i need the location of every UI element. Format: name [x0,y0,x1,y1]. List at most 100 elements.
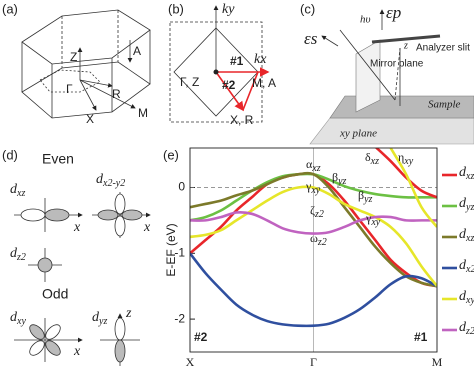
analyzer-slit [371,34,441,44]
annotation-subscript: yz [363,194,372,205]
axis-label: kx [254,52,267,67]
band-annotation: ωz2 [310,231,327,249]
photon-beam [339,29,396,101]
legend-label: dz2 [459,320,474,337]
annotation-subscript: xz [311,163,320,174]
legend-label: dyz [459,196,474,213]
eps-s-arrow [321,35,339,47]
panel-label: (b) [168,1,184,16]
panel-label: (d) [2,147,18,162]
point-label: A [133,44,141,58]
legend-label: dx2-y2 [459,258,474,275]
point-label: X [86,112,94,126]
axis-label: z [125,306,132,321]
panel-label: (c) [300,1,315,16]
panel-d: (d) Even Odd dxz x dx2-y2 x dz2 dxy x dy… [2,147,151,366]
orbital-label: dz2 [10,246,26,263]
eps-p-label: εp [386,3,401,22]
legend-label: dxz-dyz [459,227,474,244]
panel-label: (a) [2,1,18,16]
cut-label: #2 [222,78,236,92]
annotation-subscript: xy [310,185,320,196]
mirror-label: Mirror plane [370,59,424,70]
annotation-symbol: γ [305,179,312,193]
band-annotation: γxy [305,179,321,197]
annotation-symbol: ζ [310,203,315,217]
band-annotation: ζz2 [310,203,324,221]
axis-label: x [73,220,81,235]
annotation-subscript: xy [403,156,413,167]
xy-label: xy plane [339,128,377,140]
y-tick-label: -1 [174,245,185,259]
orbital-label: dyz [92,310,107,327]
legend-label: dxy [459,289,474,306]
panel-a: (a) Z A R Γ X M [2,1,151,126]
band-annotation: #2 [194,330,208,344]
eps-s-label: εs [304,29,318,48]
sample-label: Sample [428,99,461,111]
annotation-symbol: γ [365,211,372,225]
axis-label: x [73,344,81,359]
panel-b: (b) ky kx #1 #2 Γ, Z M, A X, R [168,1,276,127]
orbital-drawings [14,192,151,366]
panel-e: (e) E-EF (eV) X Γ M 0 -1 -2 dxz dyz dxz-dyz dx2-y… [163,147,474,369]
gamma-point [213,69,219,75]
orbital-label: dx2-y2 [96,172,125,189]
band-annotation: βyz [358,188,373,206]
annotation-symbol: ω [310,231,318,245]
legend-label: dxz [459,165,474,182]
annotation-symbol: δ [365,150,371,164]
axis-label: x [143,220,151,235]
band-annotation: ηxy [398,150,414,168]
point-label: Γ [66,82,73,96]
annotation-symbol: #1 [414,330,428,344]
band-line [190,210,437,235]
panel-label: (e) [163,147,179,162]
orbital-label: dxy [10,310,26,327]
band-annotation: γxy [365,211,381,229]
annotation-symbol: #2 [194,330,208,344]
point-label: Γ, Z [180,75,199,89]
annotation-subscript: xz [370,156,379,167]
band-line [374,148,437,199]
slit-label: Analyzer slit [416,43,470,54]
band-annotation: αxz [306,157,321,175]
band-annotation: δxz [365,150,379,168]
band-line [190,252,437,328]
x-tick-label: X [186,355,195,369]
annotation-subscript: z2 [314,209,324,220]
photon-label: hυ [360,14,371,26]
x-tick-label: Γ [310,355,317,369]
band-line [190,185,437,287]
cut-2 [215,71,244,112]
y-axis-label: E-EF (eV) [164,223,178,276]
y-tick-label: 0 [178,180,185,194]
panel-c: (c) hυ εp εs z Analyzer slit Mirror plan… [300,1,474,145]
point-label: Z [70,50,77,64]
annotation-symbol: α [306,157,313,171]
annotation-subscript: z2 [317,237,327,248]
annotation-symbol: η [398,150,404,164]
zone-diamond [173,27,259,117]
orbital-label: dxz [10,182,25,199]
emission [394,47,401,101]
band-annotation: #1 [414,330,428,344]
z-label: z [403,40,408,51]
annotation-symbol: β [358,188,364,202]
plot-frame [189,147,438,353]
cut-edge [242,71,259,111]
point-label: M [138,106,148,120]
point-label: M, A [252,76,276,90]
band-line [389,148,437,228]
annotation-subscript: yz [337,176,346,187]
band-line [190,171,437,288]
point-label: R [112,87,121,101]
point-label: X, R [230,113,254,127]
axis-label: ky [222,2,235,17]
cut-label: #1 [230,54,244,68]
parity-label: Even [42,151,74,167]
brillouin-zone [21,9,151,119]
parity-label: Odd [42,286,68,302]
y-tick-label: -2 [174,311,185,325]
